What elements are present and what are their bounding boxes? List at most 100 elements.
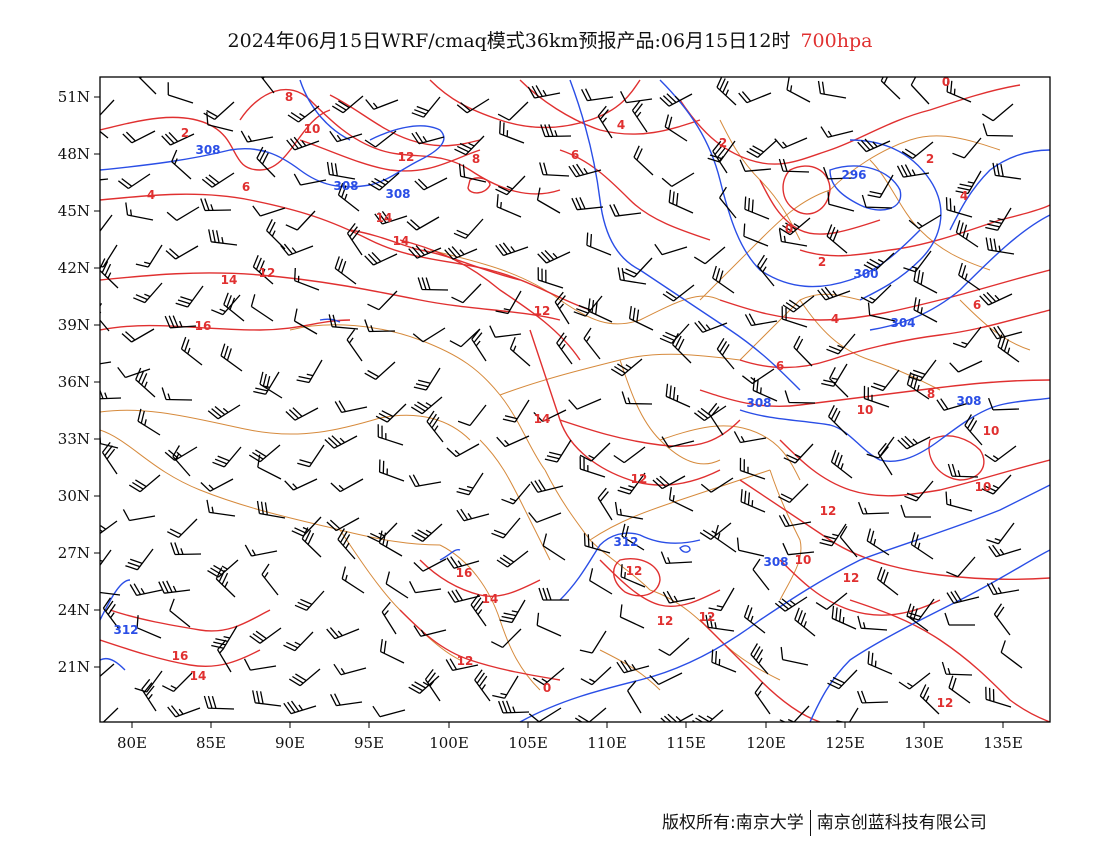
wind-barb xyxy=(979,291,1013,306)
wind-barb xyxy=(985,686,1012,708)
wind-barb xyxy=(217,639,232,673)
wind-barb xyxy=(631,100,648,133)
wind-barb xyxy=(997,334,1020,363)
wind-barb xyxy=(424,669,441,702)
footer-left: 版权所有:南京大学 xyxy=(662,813,804,833)
temperature-contour xyxy=(529,329,721,486)
wind-barb xyxy=(952,326,982,349)
wind-barb xyxy=(243,658,277,671)
wind-barb xyxy=(201,172,235,188)
wind-barb xyxy=(944,612,975,626)
boundary-line xyxy=(589,469,771,541)
wind-barb xyxy=(863,385,890,408)
wind-barb xyxy=(502,399,530,423)
wind-barb xyxy=(580,666,612,686)
wind-barb xyxy=(964,414,983,446)
wind-barb xyxy=(736,537,765,557)
wind-barb xyxy=(260,77,275,94)
wind-barb xyxy=(693,246,726,265)
wind-barb xyxy=(283,631,314,652)
wind-barb xyxy=(945,491,973,512)
wind-barb xyxy=(294,590,325,611)
wind-barb xyxy=(118,173,151,190)
wind-barb xyxy=(839,525,858,558)
boundary-line xyxy=(100,409,471,441)
temperature-contour xyxy=(599,559,721,607)
height-label: 312 xyxy=(113,623,138,637)
temperature-contour xyxy=(613,558,661,597)
wind-barb xyxy=(540,124,572,138)
temperature-contour xyxy=(782,165,831,215)
temperature-label: 14 xyxy=(534,412,551,426)
lat-label: 36N xyxy=(58,373,90,391)
wind-barb xyxy=(904,480,934,502)
title-level: 700hpa xyxy=(800,30,873,52)
wind-barb xyxy=(378,530,403,557)
wind-barb xyxy=(406,216,440,231)
wind-barb xyxy=(444,246,478,260)
wind-barb xyxy=(256,146,276,178)
temperature-label: 16 xyxy=(456,566,473,580)
wind-barb xyxy=(581,88,614,102)
temperature-contour xyxy=(100,319,351,331)
wind-barb xyxy=(330,478,364,493)
wind-barb xyxy=(946,590,980,604)
lat-label: 48N xyxy=(58,145,90,163)
height-contour xyxy=(519,484,1050,722)
height-contour xyxy=(869,214,1050,331)
wind-barb xyxy=(334,256,357,285)
wind-barb xyxy=(125,548,154,571)
temperature-label: 10 xyxy=(983,424,1000,438)
wind-barb xyxy=(365,99,399,110)
temperature-contour xyxy=(349,229,521,281)
wind-barb xyxy=(742,368,775,385)
wind-barb xyxy=(411,131,445,145)
temperature-label: 0 xyxy=(785,222,793,236)
wind-barb xyxy=(692,709,724,722)
wind-barb xyxy=(597,105,613,139)
wind-barb xyxy=(530,479,564,493)
wind-barb xyxy=(287,105,320,123)
temperature-contour xyxy=(719,269,1050,321)
wind-barb xyxy=(906,372,930,400)
lat-label: 51N xyxy=(58,88,90,106)
temperature-contour xyxy=(329,94,481,147)
wind-barb xyxy=(826,224,848,254)
lat-label: 39N xyxy=(58,316,90,334)
wind-barb xyxy=(617,267,647,285)
wind-barb xyxy=(171,149,192,180)
wind-barb xyxy=(341,566,365,594)
wind-barb xyxy=(819,523,847,547)
temperature-contour xyxy=(739,309,1050,369)
wind-barb xyxy=(571,197,604,211)
wind-barb xyxy=(220,343,243,372)
wind-barb xyxy=(621,391,653,405)
wind-barb xyxy=(100,591,121,596)
boundary-line xyxy=(100,429,441,546)
height-label: 312 xyxy=(613,535,638,549)
boundary-line xyxy=(339,529,461,661)
wind-barb xyxy=(293,308,318,335)
wind-barb xyxy=(326,161,356,180)
lon-label: 115E xyxy=(666,734,706,752)
wind-barb xyxy=(668,487,694,512)
wind-barb xyxy=(586,232,612,256)
wind-barb xyxy=(896,164,930,178)
wind-barb xyxy=(244,544,278,557)
wind-barb xyxy=(660,713,694,722)
temperature-label: 4 xyxy=(831,312,839,326)
wind-barb xyxy=(694,320,728,333)
wind-barb xyxy=(658,637,690,656)
height-contour xyxy=(100,579,131,621)
boundary-line xyxy=(769,469,802,601)
boundary-line xyxy=(959,299,1031,351)
wind-barb xyxy=(374,211,408,225)
wind-barb xyxy=(410,396,443,415)
footer-divider xyxy=(809,810,811,836)
wind-barb xyxy=(330,693,363,707)
wind-barb xyxy=(708,587,735,612)
wind-barb xyxy=(223,292,245,322)
temperature-label: 14 xyxy=(393,234,410,248)
wind-barb xyxy=(554,291,570,325)
